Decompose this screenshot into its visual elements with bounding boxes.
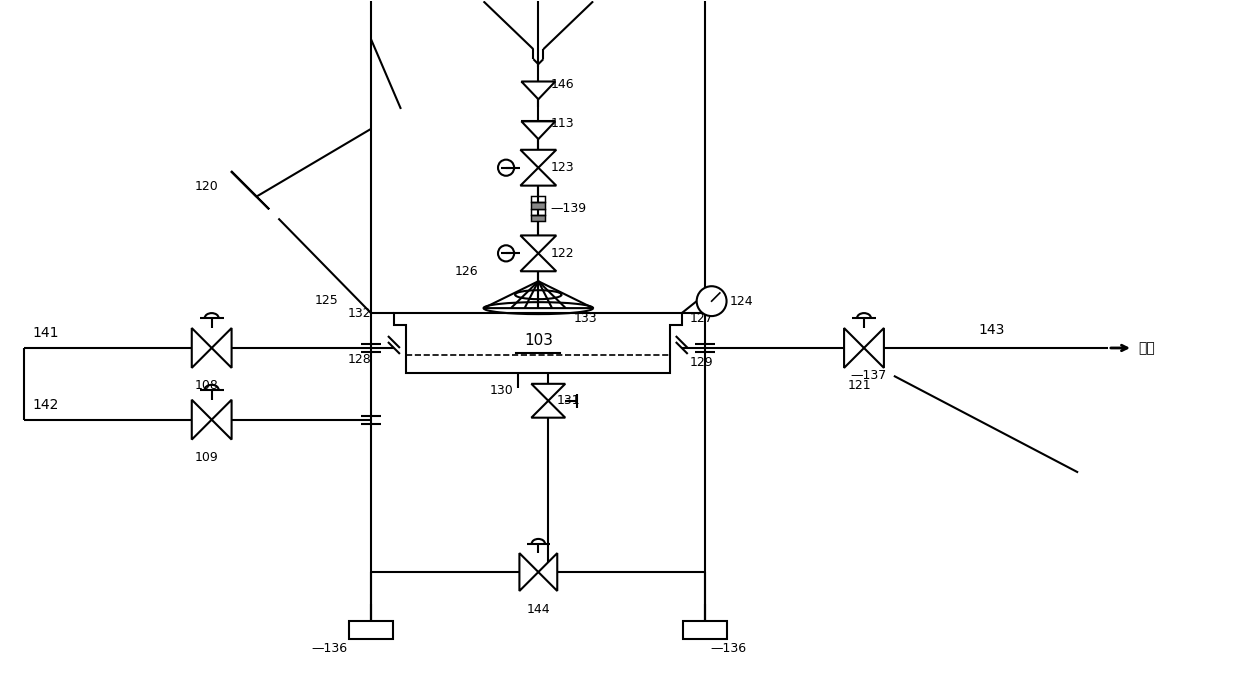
Polygon shape — [520, 167, 556, 186]
Text: 126: 126 — [455, 265, 478, 278]
Polygon shape — [232, 172, 269, 210]
Text: 108: 108 — [195, 379, 218, 393]
Text: 130: 130 — [489, 384, 513, 397]
Text: —139: —139 — [550, 202, 586, 215]
Bar — [532, 202, 545, 209]
Bar — [349, 621, 393, 639]
Text: —136: —136 — [711, 642, 747, 655]
Text: —136: —136 — [311, 642, 347, 655]
Bar — [683, 621, 726, 639]
Polygon shape — [520, 150, 556, 167]
Circle shape — [696, 286, 726, 316]
Text: 142: 142 — [32, 398, 58, 412]
Text: 146: 146 — [550, 77, 574, 91]
Text: 128: 128 — [347, 353, 370, 366]
Text: 109: 109 — [195, 451, 218, 464]
Text: —137: —137 — [851, 370, 887, 382]
Text: 143: 143 — [979, 323, 1005, 337]
Polygon shape — [522, 81, 555, 99]
Polygon shape — [522, 121, 555, 139]
Bar — [532, 215, 545, 222]
Text: 125: 125 — [315, 294, 338, 306]
Polygon shape — [538, 553, 558, 591]
Text: 124: 124 — [730, 295, 753, 308]
Polygon shape — [864, 328, 883, 368]
Polygon shape — [519, 553, 538, 591]
Polygon shape — [520, 235, 556, 254]
Polygon shape — [212, 328, 232, 368]
Text: 103: 103 — [524, 334, 553, 348]
Text: 132: 132 — [347, 306, 370, 319]
Text: 123: 123 — [550, 161, 574, 174]
Text: 127: 127 — [690, 312, 714, 325]
Polygon shape — [192, 400, 212, 439]
Polygon shape — [394, 313, 681, 373]
Text: 141: 141 — [32, 326, 59, 340]
Bar — [532, 209, 545, 215]
Bar — [532, 195, 545, 202]
Text: 121: 121 — [847, 379, 871, 393]
Polygon shape — [844, 328, 864, 368]
Text: 144: 144 — [527, 603, 550, 616]
Text: 113: 113 — [550, 117, 574, 130]
Polygon shape — [532, 401, 565, 418]
Text: 133: 133 — [574, 312, 597, 325]
Text: 出口: 出口 — [1137, 341, 1155, 355]
Text: 129: 129 — [690, 357, 714, 370]
Polygon shape — [192, 328, 212, 368]
Text: 131: 131 — [556, 394, 580, 407]
Polygon shape — [532, 384, 565, 401]
Polygon shape — [520, 254, 556, 271]
Polygon shape — [212, 400, 232, 439]
Text: 122: 122 — [550, 247, 574, 260]
Text: 120: 120 — [195, 180, 218, 193]
